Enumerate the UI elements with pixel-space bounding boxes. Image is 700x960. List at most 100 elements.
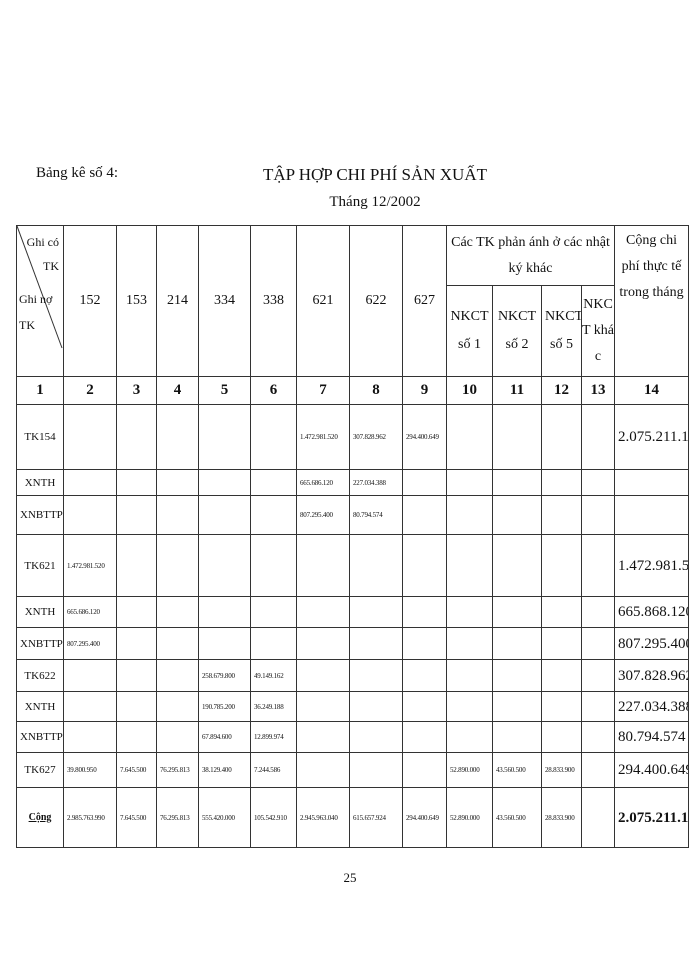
cell-value — [156, 495, 199, 535]
cell-value — [156, 469, 199, 496]
column-number: 7 — [296, 376, 350, 405]
cell-value — [156, 534, 199, 597]
cell-value — [296, 752, 350, 788]
column-number: 14 — [614, 376, 689, 405]
cell-value — [541, 495, 582, 535]
cell-value — [116, 469, 157, 496]
row-total: 307.828.962 — [614, 659, 689, 692]
cell-value — [349, 752, 403, 788]
cell-value: 665.686.120 — [63, 596, 117, 628]
cell-value — [156, 691, 199, 722]
col-header-627: 627 — [402, 225, 447, 377]
row-total — [614, 495, 689, 535]
cell-value — [116, 691, 157, 722]
row-label: TK154 — [16, 404, 64, 470]
cell-value: 52.890.000 — [446, 752, 493, 788]
sub-header-nkct5: NKCT số 5 — [541, 285, 582, 377]
column-number: 10 — [446, 376, 493, 405]
cell-value — [116, 627, 157, 660]
cell-value — [581, 659, 615, 692]
cell-value: 67.894.600 — [198, 721, 251, 753]
table-row: XNBTTP 807.295.400 807.295.400 — [16, 627, 689, 660]
table-row: TK627 39.800.950 7.645.500 76.295.813 38.129… — [16, 752, 689, 788]
cell-value — [402, 534, 447, 597]
cell-value: 2.945.963.040 — [296, 787, 350, 848]
cell-value: 43.560.500 — [492, 752, 542, 788]
cell-value — [349, 627, 403, 660]
cell-value — [492, 721, 542, 753]
cell-value: 52.890.000 — [446, 787, 493, 848]
cell-value: 28.833.900 — [541, 787, 582, 848]
cell-value — [492, 495, 542, 535]
cell-value: 12.899.974 — [250, 721, 297, 753]
cell-value — [250, 627, 297, 660]
row-label: XNBTTP — [16, 627, 64, 660]
cell-value: 39.800.950 — [63, 752, 117, 788]
table-row: XNTH 665.686.120 227.034.388 — [16, 469, 689, 496]
col-header-214: 214 — [156, 225, 199, 377]
corner-header: Ghi có TK Ghi nợ TK — [16, 225, 64, 377]
page-title: TẬP HỢP CHI PHÍ SẢN XUẤT — [262, 165, 487, 184]
cell-value — [492, 469, 542, 496]
cell-value: 2.985.763.990 — [63, 787, 117, 848]
sub-header-nkct-other: NKCT khác — [581, 285, 615, 377]
cell-value — [116, 495, 157, 535]
cell-value: 307.828.962 — [349, 404, 403, 470]
cell-value — [349, 596, 403, 628]
cell-value — [116, 534, 157, 597]
cell-value — [63, 404, 117, 470]
cell-value — [541, 659, 582, 692]
cell-value — [349, 534, 403, 597]
sub-header-nkct1: NKCT số 1 — [446, 285, 493, 377]
cell-value — [581, 596, 615, 628]
cell-value: 555.420.000 — [198, 787, 251, 848]
cell-value: 665.686.120 — [296, 469, 350, 496]
cell-value — [198, 596, 251, 628]
cell-value — [250, 495, 297, 535]
cell-value — [116, 404, 157, 470]
cell-value — [296, 627, 350, 660]
cell-value — [446, 659, 493, 692]
cell-value — [63, 691, 117, 722]
cell-value — [250, 596, 297, 628]
cell-value — [581, 534, 615, 597]
cell-value — [541, 627, 582, 660]
table-row: Cộng 2.985.763.990 7.645.500 76.295.813 555.… — [16, 787, 689, 848]
column-number: 5 — [198, 376, 251, 405]
cell-value — [541, 469, 582, 496]
cell-value — [446, 691, 493, 722]
col-header-334: 334 — [198, 225, 251, 377]
cell-value — [402, 691, 447, 722]
col-header-338: 338 — [250, 225, 297, 377]
cell-value — [402, 721, 447, 753]
cell-value: 190.785.200 — [198, 691, 251, 722]
row-total: 807.295.400 — [614, 627, 689, 660]
col-header-153: 153 — [116, 225, 157, 377]
cell-value — [156, 659, 199, 692]
cell-value — [250, 534, 297, 597]
cell-value — [63, 721, 117, 753]
cell-value — [198, 404, 251, 470]
cell-value — [250, 404, 297, 470]
cell-value: 615.657.924 — [349, 787, 403, 848]
cell-value — [198, 469, 251, 496]
cell-value — [349, 721, 403, 753]
cell-value — [581, 721, 615, 753]
table-label: Bảng kê số 4: — [36, 165, 119, 181]
cell-value — [492, 404, 542, 470]
column-number: 8 — [349, 376, 403, 405]
cell-value: 76.295.813 — [156, 752, 199, 788]
row-label: XNTH — [16, 596, 64, 628]
cell-value: 7.244.586 — [250, 752, 297, 788]
row-total: 227.034.388 — [614, 691, 689, 722]
cell-value: 38.129.400 — [198, 752, 251, 788]
row-label: TK622 — [16, 659, 64, 692]
cell-value — [402, 659, 447, 692]
cell-value — [581, 787, 615, 848]
row-label: XNBTTP — [16, 495, 64, 535]
cell-value — [250, 469, 297, 496]
column-number: 4 — [156, 376, 199, 405]
cell-value — [402, 495, 447, 535]
page-number: 25 — [343, 870, 357, 885]
